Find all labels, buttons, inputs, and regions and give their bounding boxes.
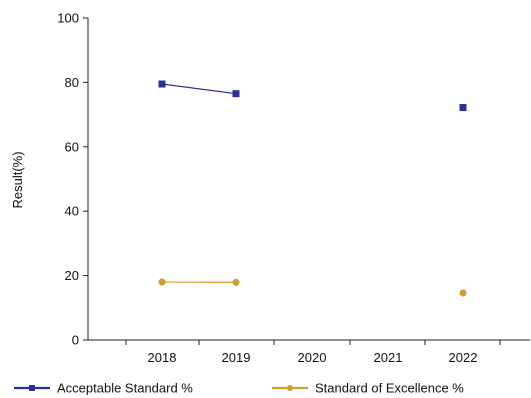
legend-item: Standard of Excellence % <box>272 381 464 396</box>
x-tick-label: 2022 <box>449 350 478 365</box>
y-tick-label: 100 <box>57 11 79 26</box>
chart-axes <box>87 18 530 341</box>
legend-label: Standard of Excellence % <box>315 381 464 396</box>
y-axis-ticks: 0 20 40 60 80 100 <box>57 11 88 348</box>
y-axis-title: Result(%) <box>10 151 25 208</box>
x-axis-ticks: 2018 2019 2020 2021 2022 <box>125 340 501 365</box>
y-tick-label: 0 <box>72 333 79 348</box>
x-tick-label: 2019 <box>222 350 251 365</box>
series-line-segment <box>161 83 237 95</box>
chart-legend: Acceptable Standard % Standard of Excelle… <box>14 381 464 396</box>
legend-item: Acceptable Standard % <box>14 381 193 396</box>
x-tick-label: 2021 <box>374 350 403 365</box>
data-point <box>158 278 166 286</box>
legend-marker <box>29 385 35 391</box>
data-point <box>459 104 467 112</box>
data-point <box>459 289 467 297</box>
data-point <box>232 90 240 98</box>
series-1 <box>158 278 467 297</box>
y-tick-label: 20 <box>65 268 79 283</box>
y-tick-label: 40 <box>65 204 79 219</box>
chart-series <box>158 80 467 297</box>
data-point <box>158 80 166 88</box>
series-0 <box>158 80 467 112</box>
x-tick-label: 2018 <box>148 350 177 365</box>
y-tick-label: 80 <box>65 75 79 90</box>
data-point <box>232 278 240 286</box>
legend-marker <box>287 385 293 391</box>
x-tick-label: 2020 <box>298 350 327 365</box>
legend-label: Acceptable Standard % <box>57 381 193 396</box>
y-tick-label: 60 <box>65 139 79 154</box>
